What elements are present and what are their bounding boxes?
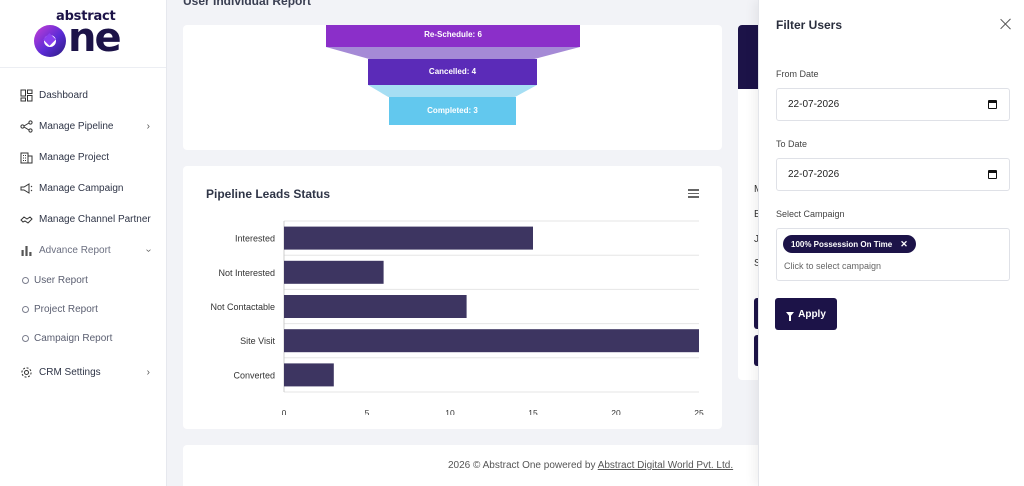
- footer-company-link[interactable]: Abstract Digital World Pvt. Ltd.: [597, 460, 734, 471]
- sidebar-item-manage-campaign[interactable]: Manage Campaign: [0, 173, 166, 204]
- x-tick-label: 5: [365, 408, 370, 415]
- sidebar-subitem-campaign-report[interactable]: Campaign Report: [0, 324, 166, 353]
- chevron-right-icon: ›: [146, 367, 150, 378]
- sidebar-item-label: CRM Settings: [39, 367, 101, 378]
- sidebar-item-manage-channel-partner[interactable]: Manage Channel Partner: [0, 204, 166, 235]
- panel-title: Filter Users: [776, 18, 843, 32]
- circle-bullet-icon: [22, 335, 29, 342]
- logo-wordmark-small: abstract: [56, 9, 116, 24]
- building-icon: [20, 152, 33, 164]
- sidebar-item-label: Manage Campaign: [39, 183, 124, 194]
- category-label: Not Interested: [218, 268, 275, 278]
- to-date-input[interactable]: 22-07-2026: [776, 158, 1010, 191]
- category-label: Interested: [235, 234, 275, 244]
- sidebar-item-label: Manage Channel Partner: [39, 214, 151, 225]
- chip-remove-icon[interactable]: ✕: [900, 238, 908, 249]
- pipeline-icon: [20, 120, 33, 133]
- sidebar-item-label: Advance Report: [39, 245, 111, 256]
- x-tick-label: 0: [282, 408, 287, 415]
- sidebar-item-label: Manage Project: [39, 152, 110, 163]
- page-title: User Individual Report: [183, 0, 312, 8]
- funnel-segment-reschedule[interactable]: Re-Schedule: 6: [326, 25, 580, 47]
- bar-not-interested[interactable]: [284, 260, 384, 284]
- footer: [183, 445, 783, 486]
- funnel-segment-cancelled[interactable]: Cancelled: 4: [368, 59, 537, 85]
- campaign-chip[interactable]: 100% Possession On Time ✕: [783, 235, 916, 253]
- chevron-right-icon: ›: [146, 121, 150, 132]
- right-text: S: [754, 258, 761, 269]
- right-text: J: [754, 234, 759, 245]
- campaign-multiselect[interactable]: 100% Possession On Time ✕ Click to selec…: [776, 228, 1010, 281]
- chart-title: Pipeline Leads Status: [206, 187, 331, 201]
- dashboard-icon: [20, 89, 33, 102]
- bar-site-visit[interactable]: [284, 329, 699, 353]
- sidebar-subitem-label: User Report: [34, 275, 88, 286]
- sidebar-nav: Dashboard Manage Pipeline › Manage Proje…: [0, 80, 166, 388]
- sidebar-item-crm-settings[interactable]: CRM Settings ›: [0, 357, 166, 388]
- campaign-placeholder[interactable]: Click to select campaign: [784, 261, 882, 271]
- filter-users-panel: Filter Users From Date 22-07-2026 To Dat…: [758, 0, 1024, 486]
- brand-logo[interactable]: abstract ne: [0, 0, 166, 68]
- sidebar-item-label: Manage Pipeline: [39, 121, 114, 132]
- funnel-neck: [326, 47, 580, 59]
- x-tick-label: 10: [445, 408, 455, 415]
- footer-text: 2026 © Abstract One powered by Abstract …: [448, 460, 734, 471]
- campaign-label: Select Campaign: [776, 209, 845, 219]
- funnel-segment-completed[interactable]: Completed: 3: [389, 97, 516, 125]
- from-date-input[interactable]: 22-07-2026: [776, 88, 1010, 121]
- logo-wordmark-big: ne: [68, 15, 122, 61]
- gear-icon: [21, 367, 32, 378]
- sidebar-item-manage-pipeline[interactable]: Manage Pipeline ›: [0, 111, 166, 142]
- calendar-icon[interactable]: [988, 170, 997, 179]
- pipeline-bar-chart: Interested Not Interested Not Contactable S…: [210, 220, 704, 415]
- sidebar-item-label: Dashboard: [39, 90, 88, 101]
- sidebar: abstract ne Dashboard Manage Pipeline › …: [0, 0, 167, 486]
- report-chart-icon: [21, 246, 32, 256]
- chevron-down-icon: ›: [142, 248, 154, 253]
- sidebar-item-advance-report[interactable]: Advance Report ›: [0, 235, 166, 266]
- calendar-icon[interactable]: [988, 100, 997, 109]
- x-tick-label: 25: [694, 408, 704, 415]
- bar-interested[interactable]: [284, 226, 533, 250]
- megaphone-icon: [20, 183, 33, 194]
- sidebar-subitem-user-report[interactable]: User Report: [0, 266, 166, 295]
- category-label: Not Contactable: [210, 302, 275, 312]
- close-icon[interactable]: [1000, 18, 1012, 30]
- apply-button[interactable]: Apply: [775, 298, 837, 330]
- to-date-label: To Date: [776, 139, 808, 149]
- hamburger-menu-icon[interactable]: [688, 189, 699, 198]
- sidebar-subitem-label: Project Report: [34, 304, 98, 315]
- sidebar-subitem-label: Campaign Report: [34, 333, 113, 344]
- x-tick-label: 15: [528, 408, 538, 415]
- funnel-neck: [368, 85, 537, 97]
- sidebar-item-dashboard[interactable]: Dashboard: [0, 80, 166, 111]
- right-text: E: [754, 209, 761, 220]
- filter-funnel-icon: [786, 311, 795, 321]
- sidebar-item-manage-project[interactable]: Manage Project: [0, 142, 166, 173]
- bar-converted[interactable]: [284, 363, 334, 387]
- circle-bullet-icon: [22, 306, 29, 313]
- from-date-label: From Date: [776, 69, 819, 79]
- circle-bullet-icon: [22, 277, 29, 284]
- x-tick-label: 20: [611, 408, 621, 415]
- category-label: Site Visit: [240, 336, 275, 346]
- category-label: Converted: [233, 370, 275, 380]
- sidebar-subitem-project-report[interactable]: Project Report: [0, 295, 166, 324]
- bar-not-contactable[interactable]: [284, 295, 467, 318]
- handshake-icon: [20, 216, 33, 224]
